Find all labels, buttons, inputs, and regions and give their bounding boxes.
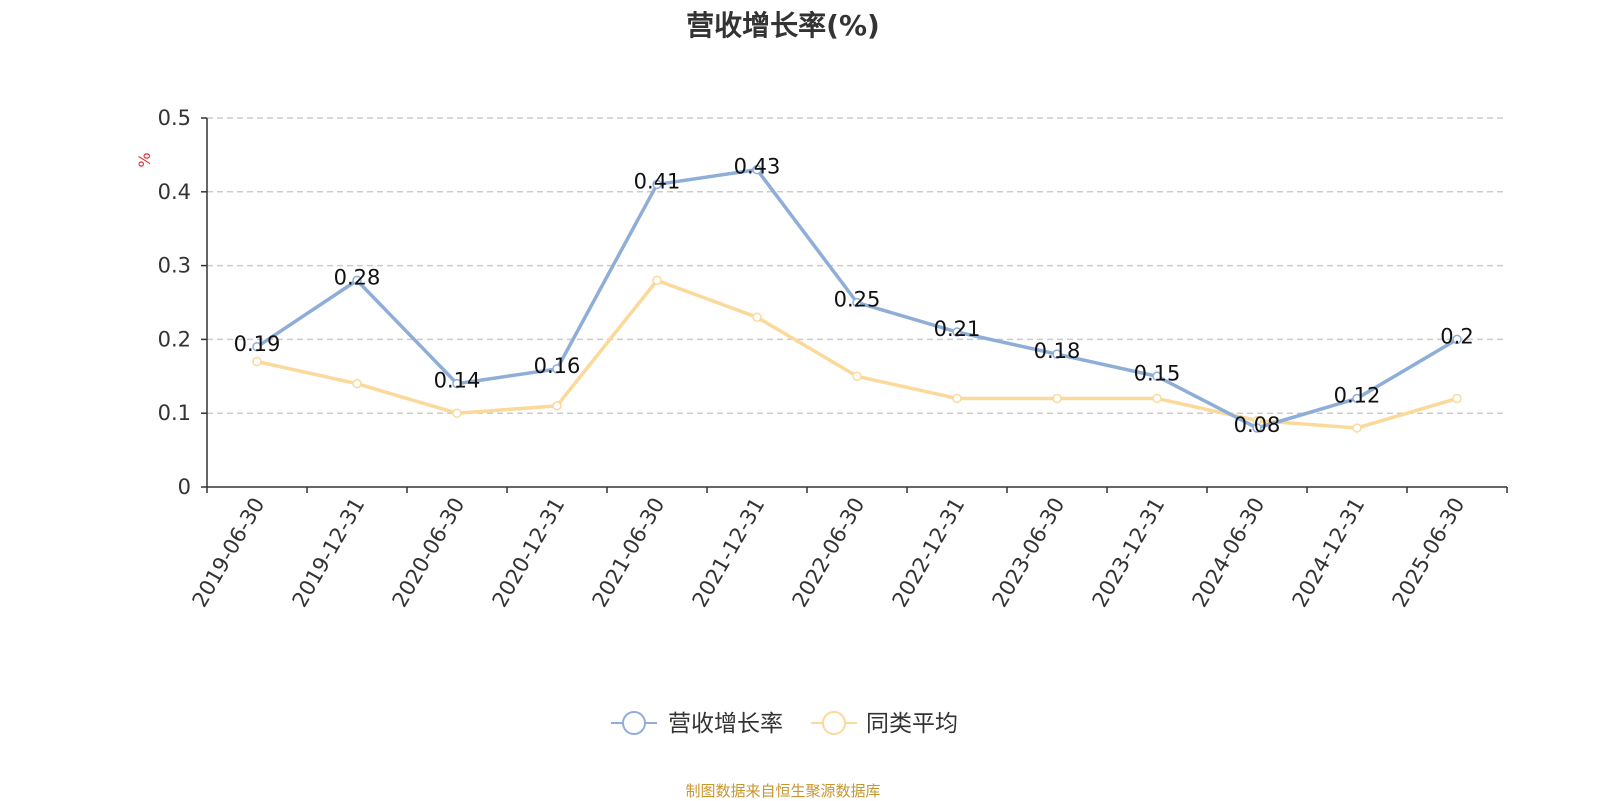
data-point-series-2: [652, 275, 662, 286]
chart-title: 营收增长率(%): [686, 9, 880, 42]
data-label: 0.19: [234, 332, 281, 356]
data-label: 0.12: [1334, 383, 1381, 407]
data-point-series-1: [752, 164, 762, 175]
x-tick-label: 2020-06-30: [388, 494, 470, 612]
data-point-series-1: [252, 342, 262, 352]
data-label: 0.43: [734, 155, 781, 179]
data-label: 0.16: [534, 354, 581, 378]
data-point-series-2: [252, 356, 262, 367]
y-tick-label: 0: [178, 475, 191, 499]
data-label: 0.15: [1134, 361, 1181, 385]
data-point-series-1: [452, 378, 462, 389]
data-point-series-2: [452, 408, 462, 418]
y-tick-label: 0.1: [158, 401, 191, 425]
x-tick-label: 2024-06-30: [1188, 494, 1270, 612]
y-axis-unit: %: [135, 152, 154, 167]
series-lines: [252, 164, 1462, 433]
x-tick-label: 2021-06-30: [588, 494, 670, 612]
source-note: 制图数据来自恒生聚源数据库: [685, 782, 881, 800]
y-tick-label: 0.5: [158, 106, 191, 130]
x-tick-label: 2025-06-30: [1388, 494, 1470, 612]
data-label: 0.14: [434, 369, 481, 393]
data-point-series-1: [1352, 393, 1362, 404]
data-point-series-1: [1252, 423, 1262, 433]
x-tick-label: 2019-06-30: [188, 494, 270, 612]
legend-item-series-1[interactable]: 营收增长率: [611, 711, 783, 737]
grid-lines: [207, 117, 1507, 414]
x-tick-label: 2021-12-31: [688, 494, 770, 612]
x-tick-label: 2023-12-31: [1088, 494, 1170, 612]
data-point-series-1: [352, 275, 362, 286]
data-point-series-1: [852, 297, 862, 308]
data-point-series-2: [552, 401, 562, 411]
x-tick-label: 2019-12-31: [288, 494, 370, 612]
y-tick-label: 0.3: [158, 254, 191, 278]
data-label: 0.41: [634, 169, 681, 193]
legend-marker-series-1: [622, 711, 646, 735]
data-point-series-2: [852, 371, 862, 382]
data-point-series-2: [1452, 393, 1462, 404]
legend: 营收增长率 同类平均: [611, 711, 958, 737]
x-tick-label: 2022-06-30: [788, 494, 870, 612]
legend-label-series-2: 同类平均: [866, 711, 958, 737]
x-tick-label: 2023-06-30: [988, 494, 1070, 612]
legend-marker-series-2: [822, 711, 846, 735]
x-tick-label: 2020-12-31: [488, 494, 570, 612]
data-point-series-1: [1052, 349, 1062, 359]
legend-label-series-1: 营收增长率: [668, 711, 783, 737]
data-label: 0.28: [334, 265, 381, 289]
data-point-series-1: [1452, 334, 1462, 345]
data-point-series-2: [1352, 423, 1362, 433]
data-point-series-1: [552, 364, 562, 374]
data-label: 0.18: [1034, 339, 1081, 363]
data-point-series-2: [952, 393, 962, 404]
data-label: 0.25: [834, 288, 881, 312]
x-tick-label: 2022-12-31: [888, 494, 970, 612]
data-point-series-1: [652, 179, 662, 190]
data-label: 0.2: [1440, 324, 1473, 348]
legend-item-series-2[interactable]: 同类平均: [811, 711, 958, 737]
data-label: 0.08: [1234, 413, 1281, 437]
data-point-series-1: [1152, 371, 1162, 382]
data-point-series-2: [752, 312, 762, 323]
x-tick-label: 2024-12-31: [1288, 494, 1370, 612]
data-point-series-1: [952, 327, 962, 337]
data-label: 0.21: [934, 317, 981, 341]
y-tick-label: 0.4: [158, 180, 191, 204]
data-point-series-2: [352, 378, 362, 389]
y-tick-label: 0.2: [158, 327, 191, 351]
data-point-series-2: [1052, 393, 1062, 404]
data-labels: 0.19 0.28 0.14 0.16 0.41 0.43 0.25 0.21 0.18 0.15…: [234, 155, 1474, 437]
data-point-series-2: [1152, 393, 1162, 404]
